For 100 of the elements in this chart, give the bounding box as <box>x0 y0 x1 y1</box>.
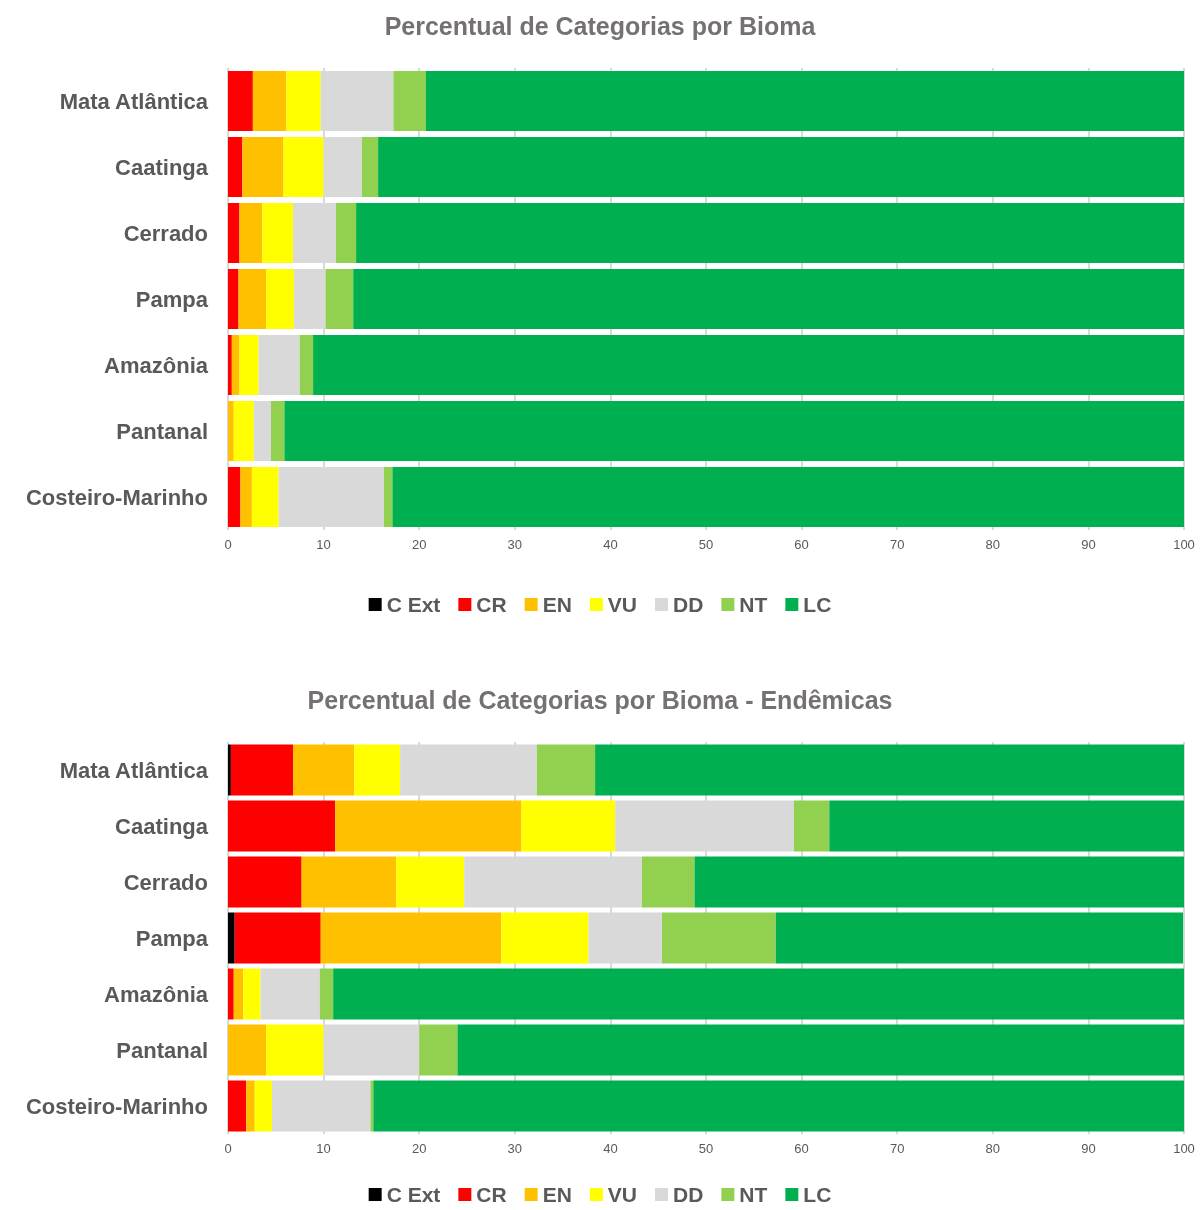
bar <box>233 400 254 462</box>
bar <box>228 912 235 964</box>
x-tick-label: 30 <box>507 1141 523 1156</box>
bar <box>361 136 379 198</box>
x-tick-label: 60 <box>794 1141 809 1156</box>
bar <box>228 268 239 330</box>
y-tick-label: Amazônia <box>104 352 209 378</box>
x-tick-label: 10 <box>316 537 331 552</box>
y-tick-label: Amazônia <box>104 981 209 1007</box>
bar <box>356 202 1184 264</box>
bar <box>383 466 393 528</box>
bar <box>694 856 1184 908</box>
bar <box>228 202 240 264</box>
bar <box>266 268 294 330</box>
bar <box>240 466 252 528</box>
bar <box>228 744 231 796</box>
legend-label: C Ext <box>386 1183 441 1206</box>
bar <box>266 1024 324 1076</box>
y-tick-label: Costeiro-Marinho <box>25 1093 208 1119</box>
bar <box>336 202 357 264</box>
bar <box>536 744 596 796</box>
bar <box>662 912 776 964</box>
x-tick-label: 80 <box>985 1141 1001 1156</box>
y-tick-label: Mata Atlântica <box>59 88 209 114</box>
bar <box>373 1080 1184 1132</box>
y-tick-label: Pantanal <box>116 1037 208 1063</box>
bar <box>228 800 336 852</box>
bar <box>239 202 263 264</box>
legend-label: NT <box>739 593 768 616</box>
x-tick-label: 90 <box>1081 537 1096 552</box>
legend-label: VU <box>607 1183 638 1206</box>
legend-label: DD <box>673 593 704 616</box>
x-tick-label: 80 <box>985 537 1001 552</box>
bar <box>253 400 272 462</box>
x-tick-label: 0 <box>224 537 232 552</box>
bar <box>793 800 830 852</box>
bar <box>641 856 695 908</box>
legend-label: LC <box>803 593 832 616</box>
bar <box>228 1080 247 1132</box>
chart-title: Percentual de Categorias por Bioma <box>384 11 817 40</box>
bar <box>228 136 243 198</box>
x-tick-label: 30 <box>507 537 523 552</box>
bar <box>233 968 244 1020</box>
bar <box>333 968 1184 1020</box>
bar <box>325 268 354 330</box>
bar <box>299 334 314 396</box>
bar <box>251 466 279 528</box>
x-tick-label: 20 <box>411 537 427 552</box>
legend-label: LC <box>803 1183 832 1206</box>
bar <box>260 968 320 1020</box>
bar <box>258 334 300 396</box>
x-tick-label: 40 <box>603 1141 618 1156</box>
y-tick-label: Pantanal <box>116 418 208 444</box>
x-tick-label: 0 <box>224 1141 232 1156</box>
bar <box>271 400 285 462</box>
bar <box>284 400 1184 462</box>
bar <box>228 334 232 396</box>
bar <box>228 70 253 132</box>
bar <box>286 70 321 132</box>
bar <box>392 466 1184 528</box>
bar <box>254 1080 272 1132</box>
bar <box>457 1024 1184 1076</box>
bar <box>242 136 284 198</box>
y-tick-label: Caatinga <box>115 813 209 839</box>
bar <box>501 912 589 964</box>
legend-label: VU <box>607 593 638 616</box>
bar <box>228 968 234 1020</box>
bar <box>320 912 502 964</box>
bar <box>521 800 616 852</box>
x-tick-label: 100 <box>1173 537 1195 552</box>
bar <box>393 70 426 132</box>
y-tick-label: Mata Atlântica <box>59 757 209 783</box>
y-tick-label: Costeiro-Marinho <box>25 484 208 510</box>
bar <box>252 70 287 132</box>
x-tick-label: 70 <box>889 1141 905 1156</box>
bar <box>239 334 259 396</box>
x-tick-label: 100 <box>1173 1141 1195 1156</box>
bar <box>353 268 1184 330</box>
x-tick-label: 10 <box>316 1141 331 1156</box>
bar <box>829 800 1184 852</box>
bar <box>231 334 240 396</box>
chart-title: Percentual de Categorias por Bioma - Endêmicas <box>307 685 893 714</box>
legend-label: CR <box>476 593 507 616</box>
bar <box>262 202 294 264</box>
bar <box>228 1024 267 1076</box>
bar <box>228 466 241 528</box>
x-tick-label: 50 <box>698 1141 714 1156</box>
bar <box>246 1080 255 1132</box>
bar <box>293 744 355 796</box>
bar <box>370 1080 374 1132</box>
x-tick-label: 70 <box>889 537 905 552</box>
bar <box>230 744 294 796</box>
bar <box>595 744 1184 796</box>
bar <box>228 856 302 908</box>
y-tick-label: Cerrado <box>123 220 208 246</box>
y-tick-label: Pampa <box>135 925 209 951</box>
bar <box>234 912 321 964</box>
bar <box>243 968 261 1020</box>
bar <box>301 856 397 908</box>
bar <box>354 744 401 796</box>
